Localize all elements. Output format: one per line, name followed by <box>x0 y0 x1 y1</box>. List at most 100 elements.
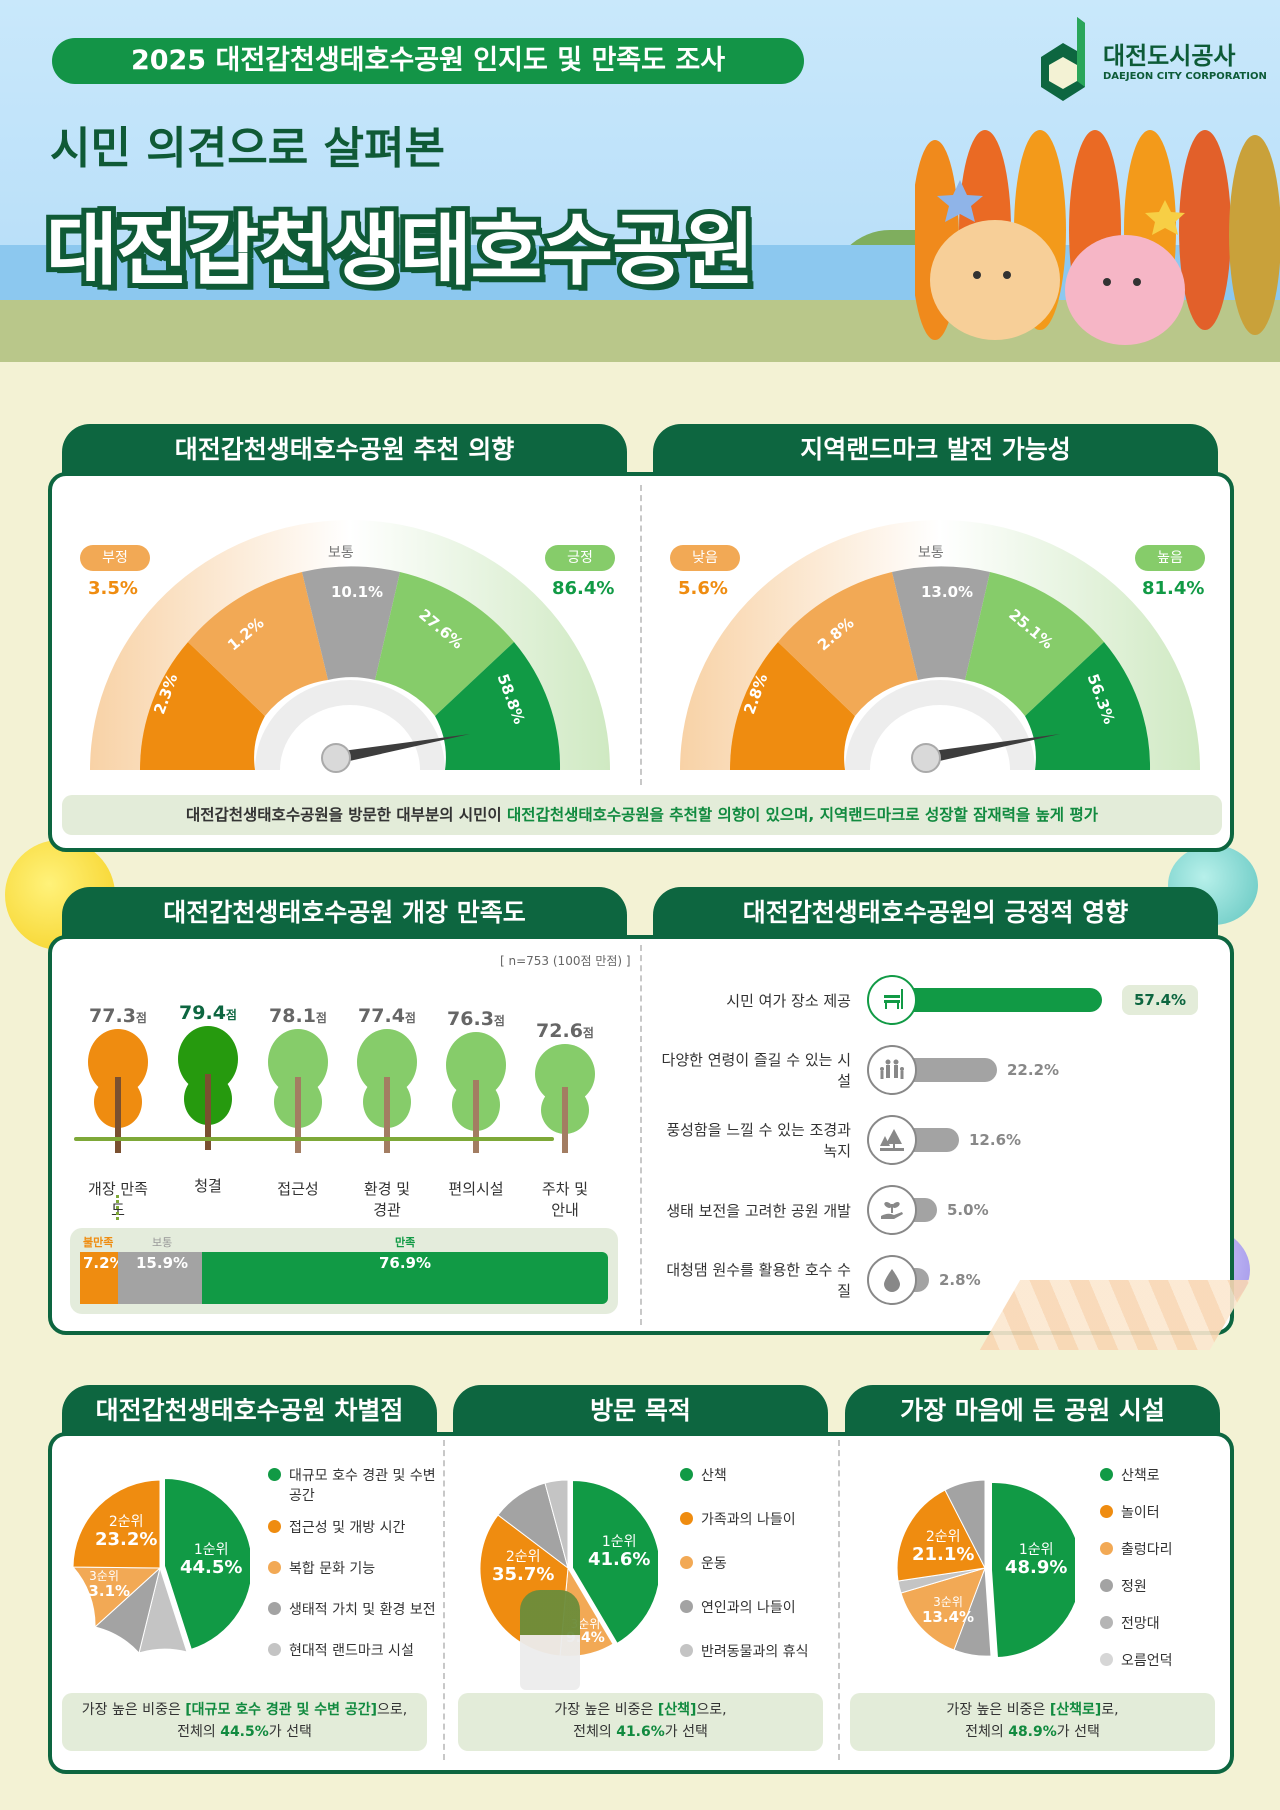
dotted-connector <box>116 1195 119 1220</box>
summary-differentiation: 가장 높은 비중은 [대규모 호수 경관 및 수변 공간]으로, 전체의 44.… <box>62 1693 427 1751</box>
score-value: 79.4 <box>179 1002 226 1024</box>
gauge-landmark-chart <box>680 520 1200 773</box>
tree-lightgreen-icon <box>357 1029 417 1153</box>
tree-item: 76.3점 편의시설 <box>436 1008 516 1200</box>
pie3-rank1: 1순위 48.9% <box>1005 1542 1068 1579</box>
tab-facility: 가장 마음에 든 공원 시설 <box>845 1385 1220 1435</box>
page-subtitle: 시민 의견으로 살펴본 <box>50 123 445 174</box>
gauge-landmark: 낮음 5.6% 높음 81.4% 보통 13.0% 2.8% 2.8% 25.1… <box>670 520 1205 790</box>
tree-darkgreen-icon <box>178 1026 238 1150</box>
water-drop-icon <box>867 1255 917 1305</box>
tree-label: 접근성 <box>277 1180 319 1198</box>
impact-row: 풍성함을 느낄 수 있는 조경과 녹지 12.6% <box>657 1115 1021 1165</box>
tab-impact: 대전갑천생태호수공원의 긍정적 영향 <box>653 887 1218 937</box>
negative-total: 3.5% <box>88 578 138 599</box>
impact-row: 생태 보전을 고려한 공원 개발 5.0% <box>657 1185 989 1235</box>
high-total: 81.4% <box>1142 578 1205 599</box>
neutral-bar: 15.9% <box>118 1252 202 1304</box>
impact-label: 다양한 연령이 즐길 수 있는 시설 <box>661 1051 851 1090</box>
daejeon-logo-icon <box>1041 17 1085 101</box>
tab-differentiation: 대전갑천생태호수공원 차별점 <box>62 1385 437 1435</box>
ring-neutral-label: 보통 <box>328 545 354 561</box>
survey-title-badge: 2025 대전갑천생태호수공원 인지도 및 만족도 조사 <box>52 38 804 84</box>
score-value: 77.4 <box>358 1005 405 1027</box>
walking-woman-illustration <box>520 1590 580 1690</box>
score-unit: 점 <box>135 1011 147 1025</box>
impact-bar <box>907 988 1102 1012</box>
positive-total: 86.4% <box>552 578 615 599</box>
impact-value-bubble: 57.4% <box>1122 985 1199 1015</box>
summary-purpose: 가장 높은 비중은 [산책]으로, 전체의 41.6%가 선택 <box>458 1693 823 1751</box>
tree-label: 편의시설 <box>448 1180 504 1198</box>
legend-purpose: 산책 가족과의 나들이 운동 연인과의 나들이 반려동물과의 휴식 <box>680 1465 840 1685</box>
score-value: 76.3 <box>447 1008 494 1030</box>
summary-facility: 가장 높은 비중은 [산책로]로, 전체의 48.9%가 선택 <box>850 1693 1215 1751</box>
low-total: 5.6% <box>678 578 728 599</box>
logo: 대전도시공사 DAEJEON CITY CORPORATION <box>1033 17 1267 101</box>
score-unit: 점 <box>315 1011 327 1025</box>
neutral-label: 보통 <box>152 1236 173 1249</box>
bench-icon <box>867 975 917 1025</box>
logo-kr-text: 대전도시공사 <box>1103 42 1236 70</box>
dissatisfied-bar: 7.2% <box>80 1252 125 1304</box>
grass-decoration <box>0 300 1280 362</box>
tree-label: 환경 및 경관 <box>363 1180 411 1219</box>
impact-row: 다양한 연령이 즐길 수 있는 시설 22.2% <box>657 1045 1059 1095</box>
impact-label: 풍성함을 느낄 수 있는 조경과 녹지 <box>666 1121 851 1160</box>
score-unit: 점 <box>582 1026 594 1040</box>
ring-neutral-label: 보통 <box>918 545 944 561</box>
impact-bar <box>907 1058 997 1082</box>
family-icon <box>867 1045 917 1095</box>
tree-lightgreen-icon <box>535 1044 595 1153</box>
segment-neutral: 13.0% <box>921 583 974 601</box>
positive-pill: 긍정 <box>545 545 615 571</box>
tree-lightgreen-icon <box>446 1032 506 1153</box>
pie1-rank3: 3순위 13.1% <box>78 1569 131 1601</box>
tab-recommend: 대전갑천생태호수공원 추천 의향 <box>62 424 627 474</box>
legend-facility: 산책로 놀이터 출렁다리 정원 전망대 오름언덕 <box>1100 1465 1220 1687</box>
impact-label: 시민 여가 장소 제공 <box>726 991 851 1010</box>
impact-value: 2.8% <box>939 1271 981 1289</box>
negative-pill: 부정 <box>80 545 150 571</box>
tab-satisfaction: 대전갑천생태호수공원 개장 만족도 <box>62 887 627 937</box>
tab-purpose: 방문 목적 <box>453 1385 828 1435</box>
dissatisfied-label: 불만족 <box>83 1236 114 1249</box>
impact-value: 12.6% <box>969 1131 1022 1149</box>
pie3-rank3: 3순위 13.4% <box>922 1595 975 1627</box>
summary-1-highlight: 대전갑천생태호수공원을 추천할 의향이 있으며, 지역랜드마크로 성장할 잠재력… <box>507 806 1098 824</box>
impact-row: 대청댐 원수를 활용한 호수 수질 2.8% <box>657 1255 981 1305</box>
tree-item: 79.4점 청결 <box>168 1002 248 1197</box>
pie1-rank1: 1순위 44.5% <box>180 1542 243 1579</box>
tree-orange-icon <box>88 1029 148 1153</box>
satisfaction-distribution: 불만족 보통 만족 7.2% 15.9% 76.9% <box>70 1228 618 1314</box>
summary-1-text: 대전갑천생태호수공원을 방문한 대부분의 시민이 <box>186 806 508 824</box>
tree-label: 청결 <box>194 1177 222 1195</box>
tree-item: 77.4점 환경 및 경관 <box>347 1005 427 1221</box>
tree-item: 78.1점 접근성 <box>258 1005 338 1200</box>
gauge-recommend: 부정 3.5% 긍정 86.4% 보통 10.1% 1.2% 2.3% 27.6… <box>80 520 615 790</box>
score-value: 72.6 <box>536 1020 583 1042</box>
logo-en-text: DAEJEON CITY CORPORATION <box>1103 71 1267 82</box>
tree-item: 77.3점 개장 만족도 <box>78 1005 158 1221</box>
pie-facility <box>896 1479 1075 1658</box>
gauge-divider <box>640 485 642 785</box>
gauge-recommend-chart <box>90 520 610 773</box>
pies-divider-2 <box>838 1440 840 1760</box>
tree-label: 주차 및 안내 <box>541 1180 589 1219</box>
page-title: 대전갑천생태호수공원 <box>41 201 760 301</box>
impact-label: 생태 보전을 고려한 공원 개발 <box>666 1201 851 1220</box>
forest-icon <box>867 1115 917 1165</box>
tree-lightgreen-icon <box>268 1029 328 1153</box>
score-unit: 점 <box>225 1008 237 1022</box>
summary-bubble-1: 대전갑천생태호수공원을 방문한 대부분의 시민이 대전갑천생태호수공원을 추천할… <box>62 795 1222 835</box>
pie-differentiation <box>71 1478 250 1655</box>
tree-label: 개장 만족도 <box>88 1180 148 1219</box>
tree-item: 72.6점 주차 및 안내 <box>525 1020 605 1221</box>
tab-landmark: 지역랜드마크 발전 가능성 <box>653 424 1218 474</box>
impact-value: 5.0% <box>947 1201 989 1219</box>
score-value: 78.1 <box>269 1005 316 1027</box>
satisfied-bar: 76.9% <box>202 1252 608 1304</box>
pies-divider-1 <box>443 1440 445 1760</box>
segment-neutral: 10.1% <box>331 583 384 601</box>
pie1-rank2: 2순위 23.2% <box>95 1514 158 1551</box>
